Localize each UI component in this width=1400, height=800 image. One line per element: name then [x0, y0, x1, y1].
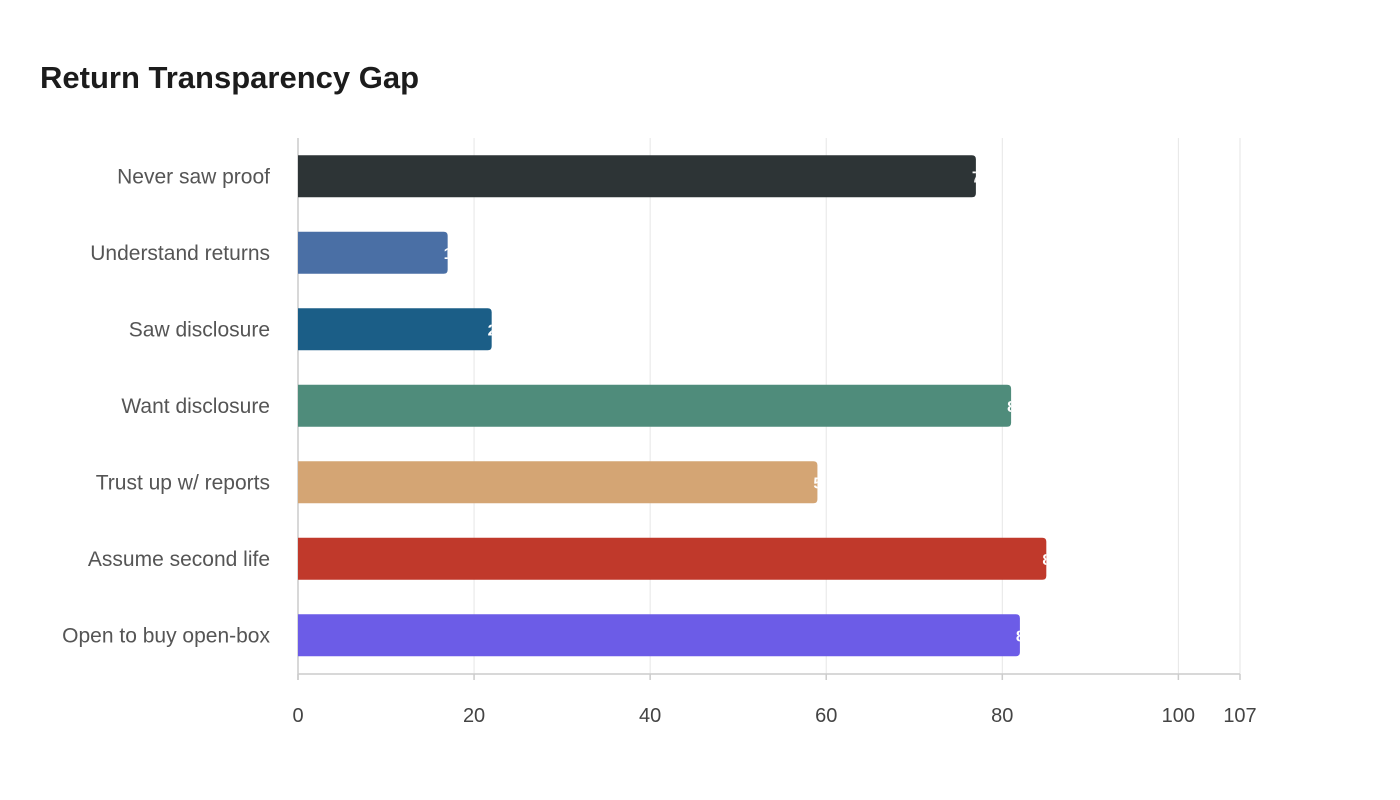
bar [298, 308, 492, 351]
x-tick-label: 0 [292, 705, 303, 727]
bar-value-label: 82 [1016, 628, 1034, 645]
category-label: Open to buy open-box [62, 624, 270, 647]
bar [298, 614, 1020, 657]
x-tick-label: 40 [639, 705, 661, 727]
x-tick-label: 80 [991, 705, 1013, 727]
x-tick-label: 60 [815, 705, 837, 727]
category-label: Understand returns [90, 242, 270, 265]
bar [298, 461, 818, 504]
x-tick-label: 107 [1223, 705, 1256, 727]
chart-title: Return Transparency Gap [40, 60, 420, 95]
category-label: Want disclosure [121, 395, 270, 418]
bar [298, 155, 976, 198]
bar [298, 384, 1012, 427]
category-label: Assume second life [88, 548, 270, 571]
category-label: Trust up w/ reports [96, 471, 270, 494]
category-label: Saw disclosure [129, 318, 270, 341]
x-tick-label: 20 [463, 705, 485, 727]
category-label: Never saw proof [117, 165, 270, 188]
bar-value-label: 22 [488, 322, 506, 339]
x-tick-label: 100 [1162, 705, 1195, 727]
bar [298, 231, 448, 274]
bar [298, 537, 1047, 580]
bar-value-label: 59 [813, 475, 831, 492]
bar-value-label: 81 [1007, 399, 1025, 416]
bar-value-label: 77 [972, 169, 990, 186]
bar-value-label: 85 [1042, 552, 1060, 569]
bar-value-label: 17 [444, 246, 462, 263]
